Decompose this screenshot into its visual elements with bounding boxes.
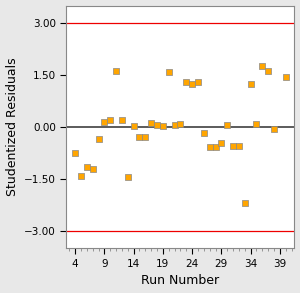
Y-axis label: Studentized Residuals: Studentized Residuals xyxy=(6,58,19,196)
Point xyxy=(90,166,95,171)
X-axis label: Run Number: Run Number xyxy=(141,275,220,287)
Point xyxy=(184,80,189,84)
Point xyxy=(207,145,212,149)
Point xyxy=(201,131,206,136)
Point xyxy=(213,145,218,149)
Point xyxy=(102,120,107,124)
Point xyxy=(225,123,230,128)
Point xyxy=(108,118,113,122)
Point xyxy=(219,140,224,145)
Point xyxy=(125,175,130,180)
Point xyxy=(196,80,200,84)
Point xyxy=(283,74,288,79)
Point xyxy=(85,165,89,169)
Point xyxy=(137,134,142,139)
Point xyxy=(120,118,124,122)
Point xyxy=(172,122,177,127)
Point xyxy=(166,70,171,74)
Point xyxy=(231,144,236,149)
Point xyxy=(248,81,253,86)
Point xyxy=(242,201,247,206)
Point xyxy=(149,120,154,125)
Point xyxy=(143,134,148,139)
Point xyxy=(131,124,136,129)
Point xyxy=(96,137,101,142)
Point xyxy=(266,69,271,74)
Point xyxy=(114,69,118,74)
Point xyxy=(190,81,194,86)
Point xyxy=(254,121,259,126)
Point xyxy=(79,173,83,178)
Point xyxy=(160,124,165,129)
Point xyxy=(272,126,276,131)
Point xyxy=(236,144,241,149)
Point xyxy=(178,121,183,126)
Point xyxy=(260,64,265,69)
Point xyxy=(154,123,159,128)
Point xyxy=(73,151,78,155)
